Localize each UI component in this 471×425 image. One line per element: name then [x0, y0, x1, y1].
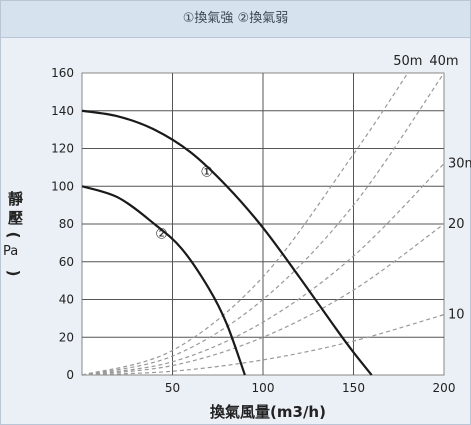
y-tick-label: 120 — [51, 142, 74, 156]
duct-label-40m: 40m — [429, 54, 458, 69]
y-axis-label-4: Pa — [3, 244, 19, 259]
y-tick-label: 140 — [51, 104, 74, 118]
series-label-1: ① — [201, 164, 214, 180]
duct-curve-20 — [81, 223, 445, 376]
x-tick-label: 150 — [342, 381, 365, 395]
duct-label-10: 10 — [448, 308, 465, 323]
curve-labels: 50m 40m 30m 20 10 ① ② — [155, 54, 471, 323]
duct-curve-50m — [81, 72, 409, 376]
duct-label-50m: 50m — [393, 54, 422, 69]
series-lines — [81, 109, 373, 376]
series-line-2 — [81, 185, 246, 376]
duct-curve-40m — [81, 72, 445, 376]
duct-curve-30m — [81, 163, 445, 376]
series-label-2: ② — [155, 227, 168, 243]
y-tick-label: 40 — [59, 293, 74, 307]
y-tick-label: 60 — [59, 255, 74, 269]
duct-label-20: 20 — [448, 217, 465, 232]
y-axis-label-1: 靜 — [8, 190, 24, 208]
y-tick-label: 20 — [59, 330, 74, 344]
x-axis-label: 換氣風量(m3/h) — [210, 403, 326, 421]
tick-labels: 0 20 40 60 80 100 120 140 160 50 100 150 200 — [51, 66, 455, 395]
legend-band: ①換氣強 ②換氣弱 — [1, 1, 470, 38]
series-line-1 — [81, 109, 373, 376]
y-tick-label: 160 — [51, 66, 74, 80]
chart-title: ①換氣強 ②換氣弱 — [182, 11, 289, 26]
y-tick-label: 100 — [51, 179, 74, 193]
duct-label-30m: 30m — [448, 157, 471, 172]
duct-curves — [81, 72, 445, 376]
x-tick-label: 100 — [252, 381, 275, 395]
y-axis-label-2: 壓 — [8, 209, 24, 227]
x-tick-label: 50 — [165, 381, 180, 395]
y-tick-label: 80 — [59, 217, 74, 231]
x-tick-label: 200 — [433, 381, 456, 395]
y-tick-label: 0 — [66, 368, 74, 382]
